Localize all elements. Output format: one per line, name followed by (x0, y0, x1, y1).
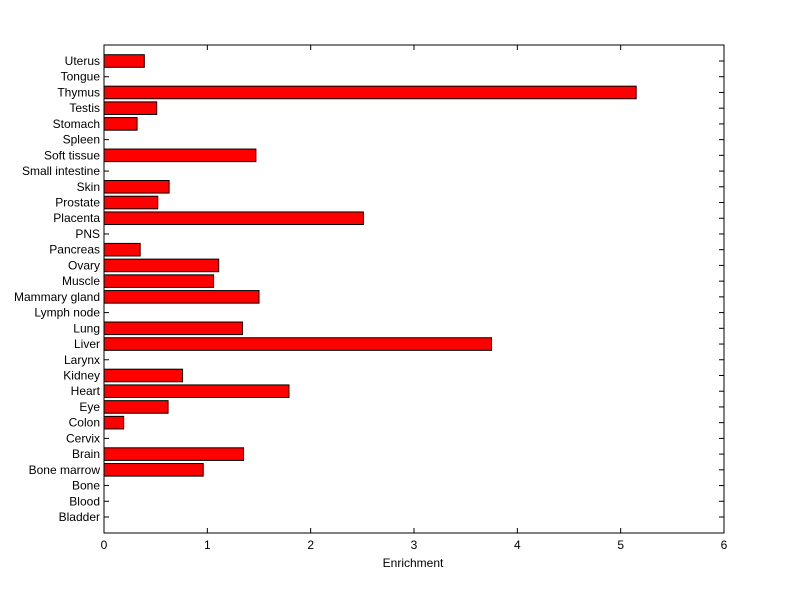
y-tick-label-uterus: Uterus (65, 54, 100, 68)
bar-colon (103, 415, 125, 430)
y-tick-label-placenta: Placenta (53, 211, 100, 225)
x-tick-label: 2 (307, 538, 314, 552)
bar-ovary (103, 258, 220, 273)
bar-pancreas (103, 242, 141, 257)
bar-placenta (103, 211, 364, 226)
x-tick-label: 1 (204, 538, 211, 552)
bar-prostate (103, 195, 159, 210)
y-tick-label-skin: Skin (77, 180, 100, 194)
bar-lung (103, 321, 243, 336)
y-tick-label-heart: Heart (71, 384, 101, 398)
x-tick-labels: 0 1 2 3 4 5 6 (101, 538, 728, 552)
y-tick-label-ovary: Ovary (68, 258, 100, 272)
x-tick-label: 6 (721, 538, 728, 552)
y-tick-label-mammary-gland: Mammary gland (14, 290, 100, 304)
bar-thymus (103, 85, 637, 100)
y-tick-label-muscle: Muscle (62, 274, 100, 288)
y-tick-label-thymus: Thymus (57, 85, 100, 99)
x-tick-label: 0 (101, 538, 108, 552)
y-tick-label-pns: PNS (75, 227, 100, 241)
y-tick-label-bladder: Bladder (59, 510, 100, 524)
bar-soft-tissue (103, 148, 257, 163)
y-tick-label-testis: Testis (69, 101, 100, 115)
bar-liver (103, 337, 492, 351)
bar-uterus (103, 54, 145, 68)
y-tick-label-spleen: Spleen (63, 133, 100, 147)
y-tick-label-eye: Eye (79, 400, 100, 414)
bar-stomach (103, 117, 138, 131)
y-tick-label-prostate: Prostate (55, 196, 100, 210)
y-tick-label-pancreas: Pancreas (49, 243, 100, 257)
y-tick-label-small-intestine: Small intestine (22, 164, 100, 178)
y-tick-label-lung: Lung (73, 321, 100, 335)
y-tick-label-liver: Liver (74, 337, 100, 351)
bar-mammary-gland (103, 290, 260, 304)
bar-heart (103, 384, 290, 398)
bars (103, 54, 637, 477)
y-tick-label-brain: Brain (72, 447, 100, 461)
bar-kidney (103, 368, 184, 383)
x-tick-label: 4 (514, 538, 521, 552)
y-tick-label-colon: Colon (69, 416, 100, 430)
x-tick-label: 5 (617, 538, 624, 552)
bar-eye (103, 400, 169, 414)
y-tick-label-lymph-node: Lymph node (34, 306, 100, 320)
x-tick-label: 3 (411, 538, 418, 552)
y-tick-label-blood: Blood (69, 494, 100, 508)
y-tick-label-stomach: Stomach (53, 117, 100, 131)
bar-bone-marrow (103, 463, 204, 477)
y-tick-label-bone-marrow: Bone marrow (29, 463, 101, 477)
y-tick-label-kidney: Kidney (63, 368, 100, 382)
y-tick-label-soft-tissue: Soft tissue (44, 148, 100, 162)
bar-muscle (103, 274, 215, 288)
y-tick-label-bone: Bone (72, 479, 100, 493)
bar-skin (103, 180, 170, 194)
y-tick-label-cervix: Cervix (66, 431, 100, 445)
y-tick-label-larynx: Larynx (64, 353, 100, 367)
x-axis-label: Enrichment (383, 556, 444, 570)
bar-testis (103, 101, 158, 115)
bar-brain (103, 447, 244, 461)
y-tick-label-tongue: Tongue (61, 70, 101, 84)
